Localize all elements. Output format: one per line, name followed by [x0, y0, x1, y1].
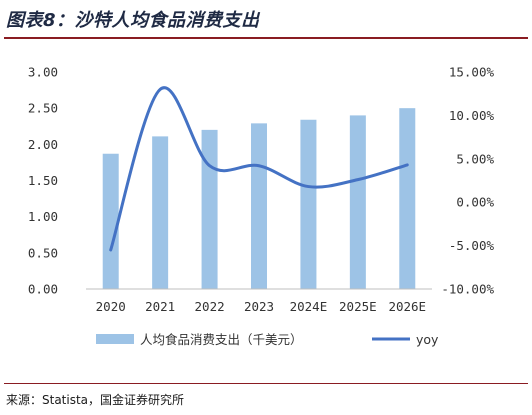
- bar: [300, 119, 317, 290]
- right-tick-label: -10.00%: [441, 282, 494, 297]
- x-axis: 2020 2021 2022 2023 2024E 2025E 2026E: [96, 299, 426, 314]
- left-tick-label: 2.00: [28, 137, 58, 152]
- x-tick-label: 2024E: [290, 299, 328, 314]
- left-axis: 0.00 0.50 1.00 1.50 2.00 2.50 3.00: [28, 65, 58, 297]
- x-tick-label: 2023: [244, 299, 274, 314]
- bar: [349, 115, 366, 290]
- bar: [251, 123, 267, 290]
- title-divider: [4, 37, 528, 39]
- left-tick-label: 3.00: [28, 65, 58, 80]
- right-tick-label: 0.00%: [456, 195, 494, 210]
- legend-bar-swatch: [96, 334, 134, 344]
- chart-svg: 0.00 0.50 1.00 1.50 2.00 2.50 3.00 -10.00% -5.0…: [28, 65, 495, 348]
- right-tick-label: -5.00%: [449, 238, 495, 253]
- legend-bar-label: 人均食品消费支出（千美元）: [140, 332, 303, 347]
- chart-title: 图表8：沙特人均食品消费支出: [6, 10, 260, 31]
- right-axis: -10.00% -5.00% 0.00% 5.00% 10.00% 15.00%: [441, 65, 494, 297]
- right-tick-label: 15.00%: [449, 65, 495, 80]
- legend: 人均食品消费支出（千美元） yoy: [96, 332, 439, 347]
- bar: [102, 153, 119, 289]
- bar-series: [102, 108, 416, 290]
- bar: [201, 129, 218, 289]
- x-tick-label: 2021: [145, 299, 175, 314]
- footer-divider: [4, 383, 528, 384]
- x-tick-label: 2025E: [339, 299, 377, 314]
- right-tick-label: 10.00%: [449, 108, 495, 123]
- left-tick-label: 2.50: [28, 101, 58, 116]
- left-tick-label: 1.00: [28, 209, 58, 224]
- source-note: 来源：Statista，国金证券研究所: [6, 393, 185, 407]
- x-tick-label: 2020: [96, 299, 126, 314]
- yoy-line: [109, 86, 409, 252]
- left-tick-label: 1.50: [28, 173, 58, 188]
- bar: [399, 108, 416, 290]
- x-tick-label: 2022: [195, 299, 225, 314]
- left-tick-label: 0.00: [28, 282, 58, 297]
- left-tick-label: 0.50: [28, 245, 58, 260]
- legend-line-label: yoy: [416, 332, 439, 347]
- x-tick-label: 2026E: [388, 299, 426, 314]
- right-tick-label: 5.00%: [456, 151, 494, 166]
- bar: [152, 136, 169, 289]
